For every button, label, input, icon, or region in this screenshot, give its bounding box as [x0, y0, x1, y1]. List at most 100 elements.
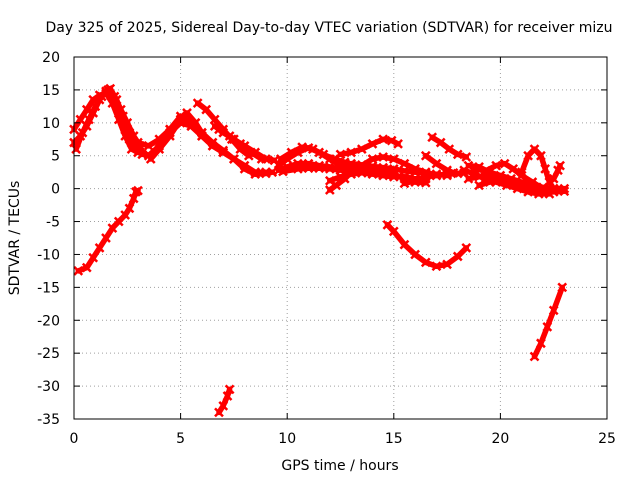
data-point — [218, 145, 229, 156]
data-point — [101, 233, 111, 243]
data-point — [474, 180, 484, 191]
data-point — [133, 185, 143, 196]
data-point — [222, 391, 233, 401]
data-point — [378, 134, 389, 145]
data-point — [120, 210, 131, 220]
data-point — [71, 144, 82, 155]
data-point — [224, 131, 235, 141]
y-tick-label: 10 — [42, 116, 60, 132]
data-point — [469, 164, 480, 174]
data-point — [463, 173, 474, 184]
data-point — [452, 251, 463, 262]
data-point — [214, 124, 224, 135]
data-point — [459, 165, 470, 176]
data-point — [461, 152, 472, 162]
series-line-trace-20 — [423, 152, 457, 176]
data-point — [378, 162, 389, 173]
data-point — [84, 114, 94, 125]
data-point — [324, 164, 335, 174]
data-point — [218, 400, 229, 411]
x-axis-ticks: 0 5 10 15 20 25 — [70, 57, 616, 447]
data-point — [399, 165, 410, 176]
data-point — [367, 154, 378, 164]
data-point — [331, 180, 342, 191]
data-point — [388, 226, 399, 237]
data-point — [109, 91, 120, 102]
data-point — [508, 164, 519, 174]
data-point — [378, 152, 389, 162]
data-point — [484, 177, 495, 187]
data-point — [224, 384, 235, 395]
data-point — [393, 138, 403, 149]
data-point — [452, 149, 463, 160]
data-point — [388, 164, 399, 174]
data-point — [431, 170, 442, 181]
data-point — [367, 138, 378, 149]
y-tick-label: 15 — [42, 83, 60, 99]
data-point — [346, 147, 357, 158]
data-point — [410, 249, 421, 260]
data-point — [260, 167, 271, 178]
data-point — [197, 127, 207, 138]
data-point — [399, 158, 410, 169]
data-point — [548, 305, 559, 316]
data-point — [77, 127, 88, 138]
y-tick-label: -25 — [37, 346, 60, 362]
data-point — [278, 166, 288, 177]
data-point — [286, 147, 297, 158]
data-point — [346, 167, 357, 178]
data-point — [73, 266, 84, 276]
data-point — [516, 167, 527, 178]
x-tick-label: 5 — [176, 431, 185, 447]
data-point — [346, 158, 357, 169]
data-point — [128, 193, 139, 204]
x-tick-label: 25 — [598, 431, 616, 447]
data-point — [542, 321, 553, 332]
data-point — [399, 178, 410, 189]
data-point — [324, 185, 335, 195]
x-tick-label: 10 — [278, 431, 296, 447]
data-point — [548, 183, 559, 194]
data-point — [448, 167, 459, 178]
data-point — [410, 167, 421, 178]
data-point — [410, 175, 421, 186]
data-point — [214, 407, 224, 418]
data-point — [75, 114, 86, 125]
data-point — [307, 144, 318, 155]
data-point — [442, 259, 452, 270]
data-point — [431, 261, 442, 272]
data-point — [143, 140, 154, 151]
data-point — [444, 144, 455, 155]
data-point — [399, 239, 410, 250]
data-point — [201, 104, 212, 115]
data-point — [506, 177, 516, 187]
data-point — [186, 117, 197, 128]
data-point — [239, 160, 250, 171]
data-point — [324, 175, 335, 186]
data-point — [314, 163, 325, 174]
data-point — [388, 154, 399, 164]
y-tick-label: -35 — [37, 412, 60, 428]
data-point — [431, 158, 442, 169]
data-point — [461, 242, 472, 253]
data-point — [329, 154, 339, 164]
data-point — [557, 282, 568, 293]
y-tick-label: -5 — [46, 215, 60, 231]
data-point — [491, 160, 502, 171]
data-point — [538, 187, 548, 197]
data-point — [275, 154, 286, 164]
data-point — [559, 186, 570, 197]
data-point — [192, 98, 203, 108]
data-point — [495, 175, 506, 185]
y-tick-label: 20 — [42, 50, 60, 66]
data-point — [536, 338, 546, 349]
y-axis-ticks: 20 15 10 5 0 -5 -10 -15 -20 -25 -30 -35 — [37, 50, 607, 428]
data-point — [536, 150, 546, 161]
data-point — [356, 160, 367, 170]
data-point — [427, 132, 438, 143]
x-tick-label: 15 — [385, 431, 403, 447]
data-point — [499, 158, 510, 169]
x-axis-label: GPS time / hours — [281, 458, 398, 474]
x-tick-label: 20 — [491, 431, 509, 447]
data-point — [145, 154, 156, 164]
